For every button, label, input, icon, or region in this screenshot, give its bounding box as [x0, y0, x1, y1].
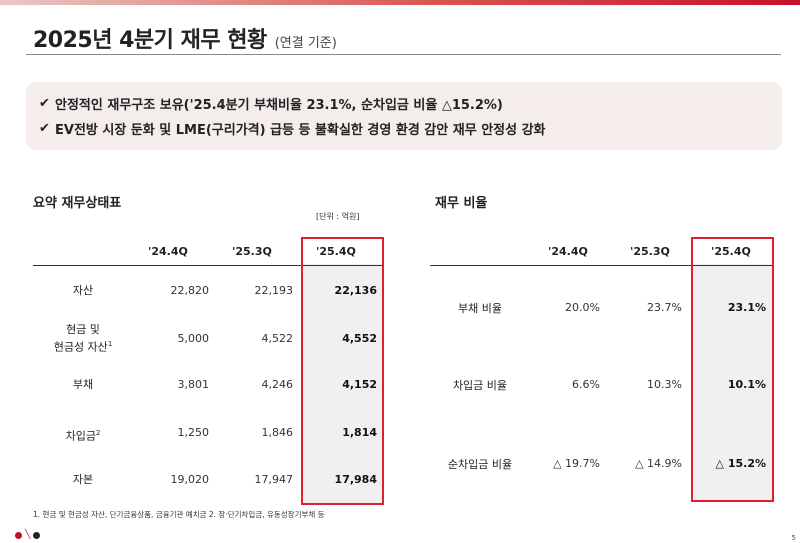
value-cell-highlight: 22,136 — [334, 284, 377, 297]
red-dot-icon — [15, 532, 22, 539]
row-label: 자산 — [72, 284, 94, 297]
value-cell-highlight: 1,814 — [342, 426, 377, 439]
value-cell: 22,193 — [254, 284, 294, 297]
value-cell: 17,947 — [254, 473, 294, 486]
title-divider — [26, 54, 781, 55]
balance-sheet-title: 요약 재무상태표 — [33, 196, 122, 211]
summary-item: ✔ EV전방 시장 둔화 및 LME(구리가격) 급등 등 불확실한 경영 환경… — [39, 116, 782, 141]
value-cell: 22,820 — [170, 284, 210, 297]
slash-icon: ╲ — [25, 530, 31, 540]
check-icon: ✔ — [39, 96, 50, 111]
row-label: 부채 비율 — [458, 302, 502, 315]
value-cell-highlight: 4,152 — [342, 378, 377, 391]
brand-dots-logo: ╲ — [15, 530, 43, 540]
value-cell-highlight: 17,984 — [334, 473, 377, 486]
value-cell-highlight: 23.1% — [727, 301, 766, 314]
value-cell: 4,246 — [261, 378, 294, 391]
value-cell: 1,250 — [177, 426, 210, 439]
value-cell: 3,801 — [177, 378, 210, 391]
check-icon: ✔ — [39, 121, 50, 136]
value-cell: 1,846 — [261, 426, 294, 439]
value-cell-highlight: 4,552 — [342, 332, 377, 345]
page-title: 2025년 4분기 재무 현황 — [33, 28, 267, 53]
value-cell: 19,020 — [170, 473, 210, 486]
black-dot-icon — [33, 532, 41, 539]
balance-highlight-bg — [301, 264, 384, 504]
value-cell: 10.3% — [647, 378, 682, 391]
ratio-header-rule — [430, 265, 774, 266]
ratio-col-header: '25.4Q — [711, 245, 751, 258]
row-label: 현금 및 현금성 자산1 — [53, 323, 113, 354]
page-header: 2025년 4분기 재무 현황 (연결 기준) — [33, 22, 337, 54]
bs-col-header: '25.4Q — [316, 245, 356, 258]
value-cell: 6.6% — [572, 378, 600, 391]
row-label: 부채 — [72, 378, 94, 391]
bs-header-rule — [33, 265, 384, 266]
ratio-col-header: '24.4Q — [548, 245, 588, 258]
row-label: 자본 — [72, 473, 94, 486]
summary-box: ✔ 안정적인 재무구조 보유('25.4분기 부채비율 23.1%, 순차입금 … — [26, 82, 782, 150]
top-accent-stripe — [0, 0, 800, 5]
value-cell: △ 14.9% — [635, 457, 682, 470]
balance-highlight-box — [301, 237, 384, 505]
ratio-col-header: '25.3Q — [630, 245, 670, 258]
page-number: 5 — [791, 534, 796, 542]
summary-text: 안정적인 재무구조 보유('25.4분기 부채비율 23.1%, 순차입금 비율… — [55, 98, 503, 113]
bs-col-header: '24.4Q — [148, 245, 188, 258]
unit-label: [단위 : 억원] — [316, 212, 360, 221]
bs-col-header: '25.3Q — [232, 245, 272, 258]
row-label: 순차입금 비율 — [447, 458, 513, 471]
value-cell: 23.7% — [647, 301, 682, 314]
row-label: 차입금 비율 — [452, 379, 508, 392]
summary-item: ✔ 안정적인 재무구조 보유('25.4분기 부채비율 23.1%, 순차입금 … — [39, 91, 782, 116]
footnote: 1. 현금 및 현금성 자산, 단기금융상품, 금융기관 예치금 2. 장·단기… — [33, 510, 325, 519]
value-cell-highlight: 10.1% — [727, 378, 766, 391]
value-cell: △ 19.7% — [553, 457, 600, 470]
value-cell: 4,522 — [261, 332, 294, 345]
value-cell-highlight: △ 15.2% — [715, 457, 766, 470]
ratio-title: 재무 비율 — [435, 196, 488, 211]
ratio-highlight-box — [691, 237, 774, 502]
row-label: 차입금2 — [65, 429, 101, 443]
page-subtitle: (연결 기준) — [274, 36, 337, 51]
value-cell: 5,000 — [177, 332, 210, 345]
ratio-highlight-bg — [691, 264, 774, 501]
value-cell: 20.0% — [565, 301, 600, 314]
summary-text: EV전방 시장 둔화 및 LME(구리가격) 급등 등 불확실한 경영 환경 감… — [55, 123, 546, 138]
